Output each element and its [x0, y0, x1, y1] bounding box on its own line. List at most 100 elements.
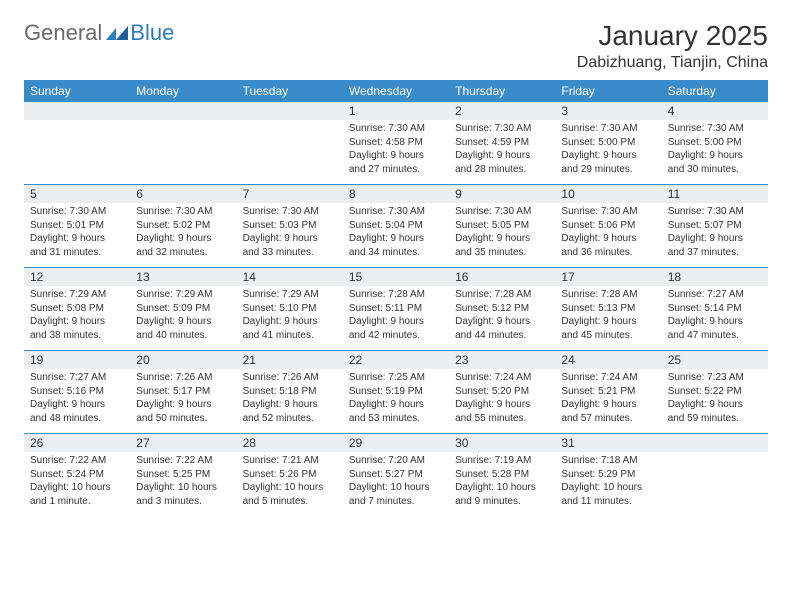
day-text-line: and 32 minutes. [136, 246, 230, 260]
day-text-line: and 30 minutes. [668, 163, 762, 177]
day-content: Sunrise: 7:29 AMSunset: 5:09 PMDaylight:… [130, 286, 236, 346]
day-text-line: Daylight: 9 hours [455, 315, 549, 329]
day-text-line: Sunset: 5:10 PM [243, 302, 337, 316]
day-text-line: Sunrise: 7:28 AM [455, 288, 549, 302]
day-cell: 4Sunrise: 7:30 AMSunset: 5:00 PMDaylight… [662, 102, 768, 184]
day-text-line: Sunrise: 7:30 AM [455, 205, 549, 219]
day-cell: 14 Sunrise: 7:29 AMSunset: 5:10 PMDayligh… [237, 268, 343, 350]
week-row: 19Sunrise: 7:27 AMSunset: 5:16 PMDayligh… [24, 350, 768, 433]
day-cell: 27Sunrise: 7:22 AMSunset: 5:25 PMDayligh… [130, 434, 236, 516]
day-text-line: and 34 minutes. [349, 246, 443, 260]
day-number: 23 [449, 351, 555, 369]
day-text-line: Sunrise: 7:28 AM [561, 288, 655, 302]
day-content: Sunrise: 7:28 AMSunset: 5:13 PMDaylight:… [555, 286, 661, 346]
day-text-line: Sunrise: 7:28 AM [349, 288, 443, 302]
day-number: 20 [130, 351, 236, 369]
day-content: Sunrise: 7:30 AMSunset: 5:00 PMDaylight:… [555, 120, 661, 180]
day-text-line: Sunset: 5:04 PM [349, 219, 443, 233]
day-number: 13 [130, 268, 236, 286]
day-text-line: Sunset: 5:11 PM [349, 302, 443, 316]
day-cell: 31Sunrise: 7:18 AMSunset: 5:29 PMDayligh… [555, 434, 661, 516]
day-text-line: Sunset: 5:12 PM [455, 302, 549, 316]
day-content: Sunrise: 7:20 AMSunset: 5:27 PMDaylight:… [343, 452, 449, 512]
day-text-line: Daylight: 9 hours [455, 232, 549, 246]
day-text-line: and 11 minutes. [561, 495, 655, 509]
day-cell: 10Sunrise: 7:30 AMSunset: 5:06 PMDayligh… [555, 185, 661, 267]
day-text-line: Sunset: 5:09 PM [136, 302, 230, 316]
day-number: 4 [662, 102, 768, 120]
day-content: Sunrise: 7:28 AMSunset: 5:11 PMDaylight:… [343, 286, 449, 346]
day-text-line: Sunrise: 7:25 AM [349, 371, 443, 385]
day-text-line: and 45 minutes. [561, 329, 655, 343]
day-text-line: and 59 minutes. [668, 412, 762, 426]
day-number: 12 [24, 268, 130, 286]
week-row: 5Sunrise: 7:30 AMSunset: 5:01 PMDaylight… [24, 184, 768, 267]
day-text-line: Sunrise: 7:26 AM [136, 371, 230, 385]
day-text-line: Sunset: 5:16 PM [30, 385, 124, 399]
day-cell: 12Sunrise: 7:29 AMSunset: 5:08 PMDayligh… [24, 268, 130, 350]
day-text-line: Sunset: 5:03 PM [243, 219, 337, 233]
day-text-line: Sunrise: 7:19 AM [455, 454, 549, 468]
day-content: Sunrise: 7:26 AMSunset: 5:17 PMDaylight:… [130, 369, 236, 429]
day-cell: 19Sunrise: 7:27 AMSunset: 5:16 PMDayligh… [24, 351, 130, 433]
day-text-line: Sunrise: 7:24 AM [561, 371, 655, 385]
day-number: 30 [449, 434, 555, 452]
location-text: Dabizhuang, Tianjin, China [577, 54, 768, 72]
brand-mark-icon [106, 26, 128, 40]
day-cell: 23Sunrise: 7:24 AMSunset: 5:20 PMDayligh… [449, 351, 555, 433]
day-text-line: Sunrise: 7:21 AM [243, 454, 337, 468]
day-cell [237, 102, 343, 184]
day-text-line: Sunrise: 7:29 AM [243, 288, 337, 302]
day-text-line: Sunrise: 7:30 AM [349, 122, 443, 136]
header-row: General Blue January 2025 Dabizhuang, Ti… [24, 20, 768, 72]
weekday-thursday: Thursday [449, 80, 555, 102]
day-text-line: Daylight: 10 hours [349, 481, 443, 495]
day-text-line: Sunset: 5:00 PM [561, 136, 655, 150]
day-number: 17 [555, 268, 661, 286]
day-text-line: Sunrise: 7:30 AM [243, 205, 337, 219]
day-text-line: Daylight: 9 hours [349, 315, 443, 329]
day-number: 1 [343, 102, 449, 120]
day-number: 7 [237, 185, 343, 203]
day-text-line: Sunset: 5:02 PM [136, 219, 230, 233]
day-cell: 1Sunrise: 7:30 AMSunset: 4:58 PMDaylight… [343, 102, 449, 184]
day-cell: 17Sunrise: 7:28 AMSunset: 5:13 PMDayligh… [555, 268, 661, 350]
day-text-line: Daylight: 9 hours [455, 149, 549, 163]
day-content: Sunrise: 7:30 AMSunset: 5:03 PMDaylight:… [237, 203, 343, 263]
day-text-line: and 53 minutes. [349, 412, 443, 426]
day-text-line: Sunset: 5:18 PM [243, 385, 337, 399]
day-number: 14 [237, 268, 343, 286]
day-number: 26 [24, 434, 130, 452]
day-cell: 9Sunrise: 7:30 AMSunset: 5:05 PMDaylight… [449, 185, 555, 267]
day-number: 28 [237, 434, 343, 452]
day-content: Sunrise: 7:30 AMSunset: 5:06 PMDaylight:… [555, 203, 661, 263]
weekday-header-row: Sunday Monday Tuesday Wednesday Thursday… [24, 80, 768, 102]
day-text-line: Sunset: 5:19 PM [349, 385, 443, 399]
day-content: Sunrise: 7:30 AMSunset: 5:07 PMDaylight:… [662, 203, 768, 263]
day-number: 6 [130, 185, 236, 203]
day-text-line: Sunrise: 7:26 AM [243, 371, 337, 385]
day-text-line: Daylight: 9 hours [243, 315, 337, 329]
month-title: January 2025 [577, 20, 768, 52]
day-text-line: Sunset: 5:25 PM [136, 468, 230, 482]
brand-general: General [24, 20, 102, 46]
day-text-line: Sunrise: 7:30 AM [136, 205, 230, 219]
day-text-line: Sunrise: 7:22 AM [136, 454, 230, 468]
day-text-line: Daylight: 9 hours [561, 149, 655, 163]
day-text-line: Daylight: 9 hours [668, 398, 762, 412]
day-content: Sunrise: 7:30 AMSunset: 5:04 PMDaylight:… [343, 203, 449, 263]
day-text-line: Sunset: 5:27 PM [349, 468, 443, 482]
day-content: Sunrise: 7:19 AMSunset: 5:28 PMDaylight:… [449, 452, 555, 512]
weekday-monday: Monday [130, 80, 236, 102]
day-text-line: and 33 minutes. [243, 246, 337, 260]
day-text-line: Sunset: 4:58 PM [349, 136, 443, 150]
day-content [130, 120, 236, 126]
day-text-line: and 57 minutes. [561, 412, 655, 426]
day-cell: 6Sunrise: 7:30 AMSunset: 5:02 PMDaylight… [130, 185, 236, 267]
day-cell: 24Sunrise: 7:24 AMSunset: 5:21 PMDayligh… [555, 351, 661, 433]
day-text-line: Sunrise: 7:29 AM [30, 288, 124, 302]
day-cell [24, 102, 130, 184]
week-row: 26Sunrise: 7:22 AMSunset: 5:24 PMDayligh… [24, 433, 768, 516]
weekday-sunday: Sunday [24, 80, 130, 102]
day-text-line: Daylight: 9 hours [668, 232, 762, 246]
